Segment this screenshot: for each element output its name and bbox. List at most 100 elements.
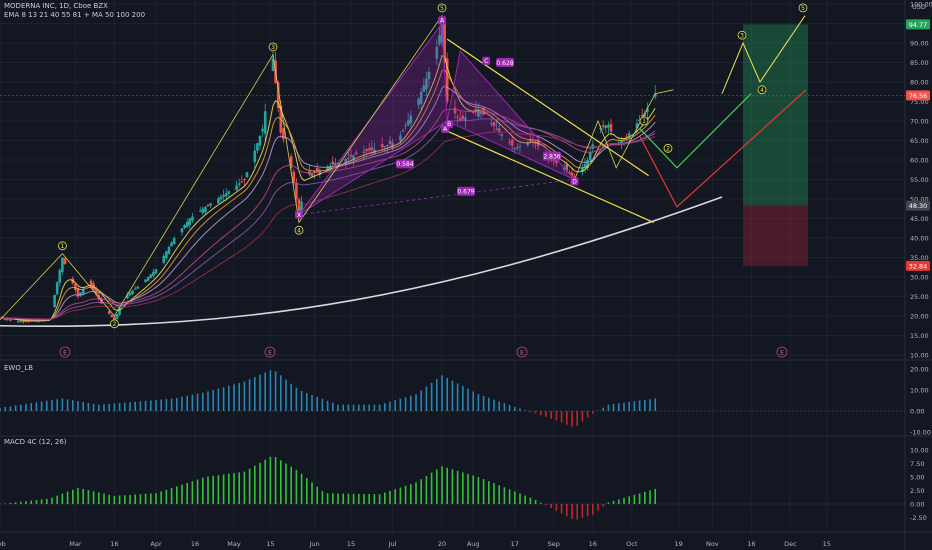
- candle-body: [440, 23, 444, 43]
- ma-200-line: [0, 196, 723, 328]
- candle-body: [16, 320, 20, 322]
- candle-body: [640, 114, 644, 117]
- macd-tick: 7.50: [910, 460, 924, 468]
- candle-body: [61, 257, 64, 272]
- candle-body: [497, 128, 501, 132]
- candle-body: [154, 269, 158, 274]
- harmonic-point-badge: [445, 120, 454, 128]
- candle-body: [583, 163, 587, 168]
- candle-body: [133, 288, 137, 290]
- earnings-marker: [264, 346, 276, 358]
- price-tick: 70.00: [910, 118, 929, 126]
- candle-body: [607, 124, 610, 128]
- candle-body: [635, 123, 639, 129]
- candle-body: [643, 113, 647, 117]
- ewo-tick: 0.00: [910, 408, 924, 416]
- candle-body: [370, 146, 374, 150]
- candle-body: [570, 172, 574, 177]
- wave-label-text: 3: [740, 32, 744, 39]
- candle-body: [461, 115, 465, 120]
- harmonic-xd-line: [298, 179, 575, 215]
- candle-body: [386, 144, 389, 147]
- candle-body: [107, 311, 111, 315]
- wave-label-circle: [437, 3, 447, 13]
- harmonic-point-label: B: [447, 121, 451, 128]
- projection-green-path: [639, 93, 752, 169]
- candle-body: [443, 20, 446, 63]
- elliott-wave-path: [0, 15, 443, 321]
- candle-body: [417, 98, 420, 105]
- candle-body: [568, 171, 571, 174]
- candle-body: [89, 280, 93, 286]
- ema-40-line: [0, 108, 656, 320]
- candle-body: [406, 120, 410, 126]
- candle-body: [126, 294, 129, 299]
- macd-tick: -2.50: [910, 514, 927, 522]
- time-tick: 19: [674, 540, 682, 548]
- earnings-marker-label: E: [268, 350, 272, 357]
- candle-body: [653, 93, 657, 97]
- candle-body: [152, 271, 155, 276]
- price-tick: 20.00: [910, 313, 929, 321]
- candle-body: [352, 155, 355, 161]
- ratio-label: 2.836: [543, 153, 560, 160]
- price-tick: 30.00: [910, 274, 929, 282]
- candle-body: [510, 139, 514, 146]
- candle-body: [409, 115, 413, 124]
- price-tag-label: 76.56: [909, 92, 928, 100]
- candle-body: [235, 185, 238, 191]
- candle-body: [219, 196, 223, 200]
- candle-body: [136, 286, 140, 289]
- candle-body: [513, 148, 517, 150]
- candle-body: [349, 154, 353, 157]
- ewo-tick: 20.00: [910, 366, 929, 374]
- wave-label-text: 2: [112, 321, 116, 328]
- candle-body: [180, 228, 184, 233]
- harmonic-point-label: A: [443, 126, 448, 133]
- harmonic-point-label: X: [297, 212, 301, 219]
- earnings-marker: [59, 346, 71, 358]
- price-tick: 10.00: [910, 352, 929, 360]
- candle-body: [609, 123, 613, 132]
- ratio-badge: [496, 58, 514, 67]
- candle-body: [115, 314, 119, 319]
- harmonic-point-label: D: [572, 179, 577, 186]
- candle-body: [224, 193, 228, 197]
- candle-body: [326, 166, 329, 170]
- harmonic-point-badge: [295, 210, 303, 219]
- time-tick: 15: [266, 540, 274, 548]
- price-tag-entry: [906, 200, 930, 211]
- price-tick: 15.00: [910, 332, 929, 340]
- candle-body: [347, 157, 350, 159]
- stop-zone: [743, 205, 808, 266]
- candle-body: [206, 205, 210, 207]
- candle-body: [3, 318, 7, 320]
- candle-body: [526, 142, 530, 146]
- candle-body: [331, 161, 335, 165]
- candle-body: [209, 203, 212, 206]
- candle-body: [354, 152, 358, 155]
- price-tick: 40.00: [910, 235, 929, 243]
- harmonic-point-badge: [438, 16, 446, 25]
- candle-body: [76, 288, 80, 297]
- candle-body: [292, 171, 296, 184]
- candle-body: [458, 118, 462, 121]
- candle-body: [601, 125, 605, 127]
- candle-body: [383, 146, 387, 148]
- candle-body: [55, 282, 59, 295]
- time-tick: Jul: [388, 540, 397, 548]
- harmonic-point-badge: [482, 56, 491, 65]
- price-tag-target: [906, 19, 930, 30]
- candle-body: [19, 321, 23, 323]
- candle-body: [289, 156, 293, 168]
- candle-body: [256, 143, 259, 151]
- candle-body: [165, 251, 168, 259]
- candle-body: [555, 160, 558, 164]
- time-tick: Sep: [548, 540, 560, 548]
- candle-body: [495, 128, 498, 130]
- candle-body: [474, 108, 478, 111]
- candle-body: [456, 116, 459, 118]
- candle-body: [438, 35, 441, 45]
- price-tick: 80.00: [910, 79, 929, 87]
